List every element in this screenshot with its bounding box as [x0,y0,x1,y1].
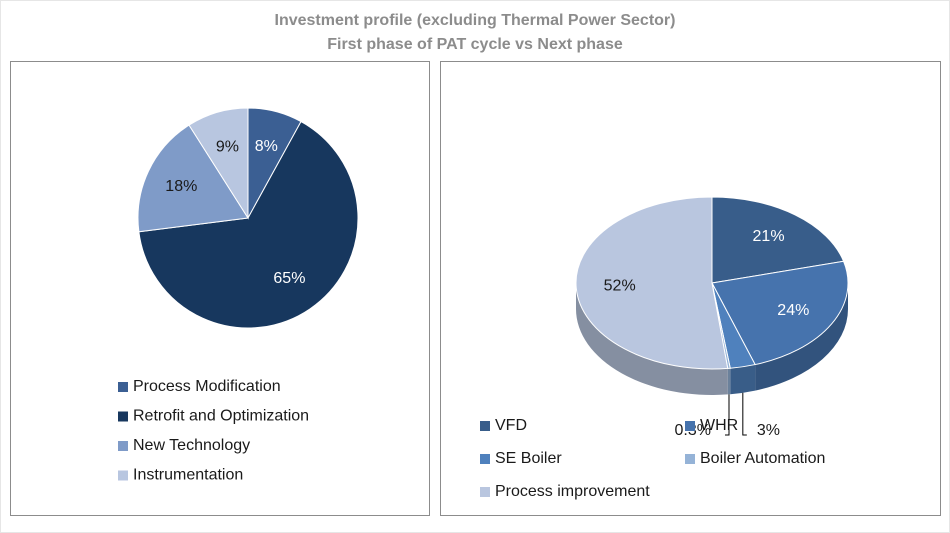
legend-swatch [685,454,695,464]
slice-side [576,283,728,395]
slice [711,196,845,284]
legend-label: Process improvement [495,483,650,500]
legend-label: Process Modification [133,378,281,395]
leader-line [742,392,747,436]
legend-swatch [480,421,490,431]
data-label: 3% [757,422,780,439]
data-label: 52% [604,278,636,295]
chart-subtitle: First phase of PAT cycle vs Next phase [327,36,623,53]
legend-label: Instrumentation [133,467,243,484]
slice [137,124,249,233]
legend-label: Retrofit and Optimization [133,408,309,425]
panel [440,61,941,516]
legend-swatch [480,487,490,497]
legend-swatch [118,470,128,481]
slice-side [755,283,848,391]
legend-label: New Technology [133,437,250,454]
data-label: 18% [165,178,197,195]
legend-swatch [118,411,128,422]
data-label: 8% [255,138,278,155]
legend-swatch [118,382,128,392]
data-label: 9% [216,138,239,155]
legend-swatch [685,421,695,431]
slice [188,107,249,220]
slice-side [730,364,756,395]
legend-label: WHR [700,417,738,434]
legend-swatch [480,454,490,464]
data-label: 21% [753,228,785,245]
leader-line [724,394,730,436]
legend-label: SE Boiler [495,450,562,467]
chart-title: Investment profile (excluding Thermal Po… [275,12,676,29]
slice [575,196,729,370]
data-label: 24% [777,302,809,319]
slice-side [727,368,731,395]
legend-label: Boiler Automation [700,450,825,467]
panel [10,61,430,516]
slice [711,260,849,366]
slice [138,120,359,329]
legend-label: VFD [495,417,527,434]
legend-swatch [118,441,128,451]
data-label: 65% [273,270,305,287]
